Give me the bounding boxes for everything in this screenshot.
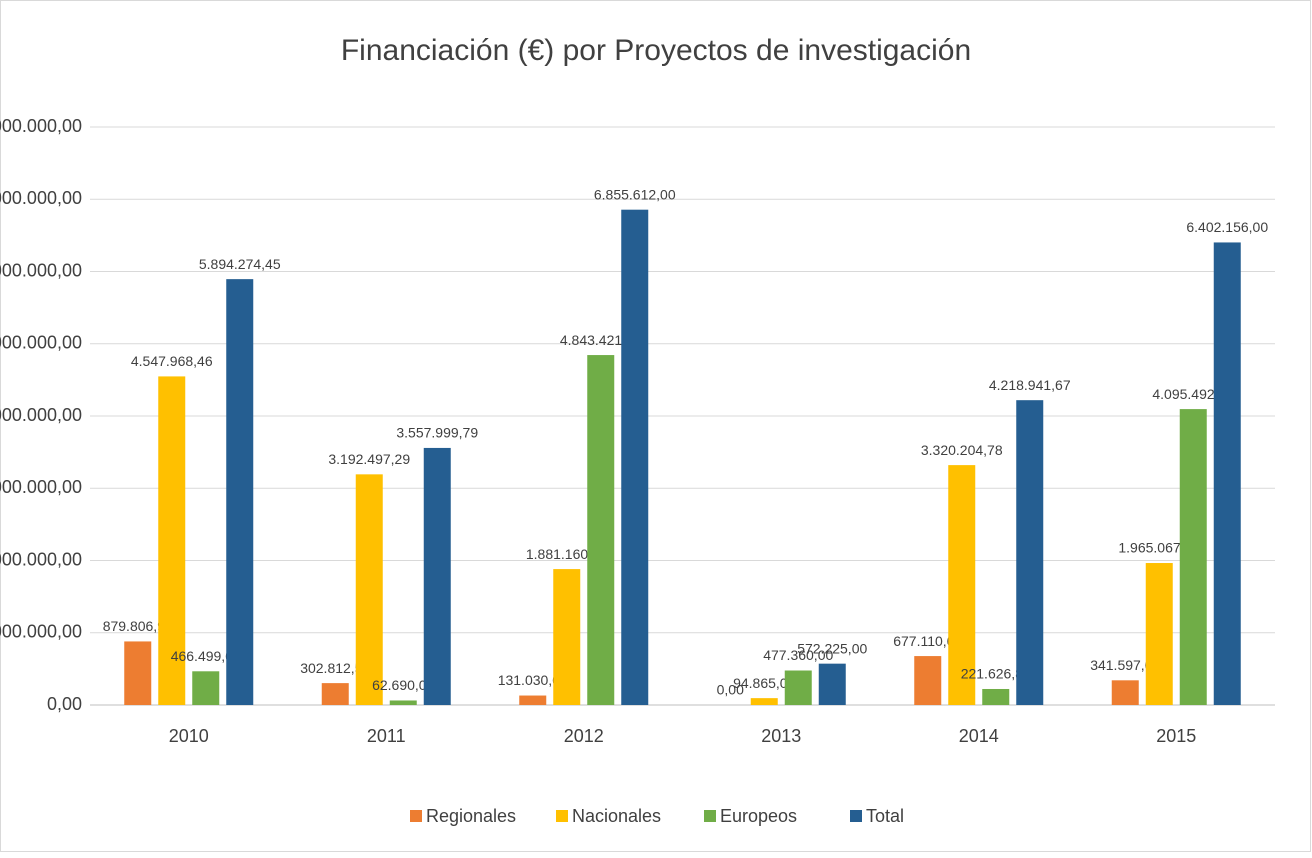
bar (124, 641, 152, 705)
value-label: 466.499,00 (171, 648, 241, 664)
legend-label: Europeos (720, 806, 797, 826)
value-label: 4.547.968,46 (131, 353, 213, 369)
value-label: 5.894.274,45 (199, 256, 281, 272)
value-label: 3.557.999,79 (396, 425, 478, 441)
value-label: 477.360,00 (763, 647, 833, 663)
value-label: 4.218.941,67 (989, 377, 1071, 393)
value-label: 6.855.612,00 (594, 186, 676, 202)
y-tick-label: 4.000.000,00 (0, 405, 82, 425)
bar (784, 670, 812, 705)
bar (519, 695, 547, 705)
bar (587, 355, 615, 705)
x-tick-label: 2012 (564, 726, 604, 746)
bar (818, 663, 846, 705)
legend-label: Regionales (426, 806, 516, 826)
bar (321, 683, 349, 705)
x-tick-label: 2011 (367, 726, 406, 746)
y-tick-label: 8.000.000,00 (0, 116, 82, 136)
value-label: 3.192.497,29 (328, 451, 410, 467)
bar (1145, 563, 1173, 705)
legend-swatch (850, 810, 862, 822)
legend-swatch (556, 810, 568, 822)
y-tick-label: 7.000.000,00 (0, 188, 82, 208)
bar (355, 474, 383, 705)
x-tick-label: 2013 (761, 726, 801, 746)
bar (914, 656, 942, 705)
bar (389, 700, 417, 705)
value-label: 302.812,50 (300, 660, 370, 676)
y-tick-label: 2.000.000,00 (0, 549, 82, 569)
bar (1111, 680, 1139, 705)
bar (423, 447, 451, 705)
value-label: 6.402.156,00 (1186, 219, 1268, 235)
value-label: 572.225,00 (797, 640, 867, 656)
bar (158, 376, 186, 705)
x-tick-label: 2014 (959, 726, 999, 746)
y-tick-label: 1.000.000,00 (0, 622, 82, 642)
value-label: 341.597,00 (1090, 657, 1160, 673)
bar (982, 688, 1010, 705)
value-label: 131.030,02 (498, 672, 568, 688)
bar (553, 569, 581, 705)
bar (1016, 400, 1044, 705)
bar (750, 698, 778, 705)
y-tick-label: 6.000.000,00 (0, 260, 82, 280)
legend-label: Total (866, 806, 904, 826)
bar (192, 671, 220, 705)
x-tick-label: 2015 (1156, 726, 1196, 746)
bar (1213, 242, 1241, 706)
value-label: 62.690,00 (372, 677, 434, 693)
value-label: 677.110,01 (893, 633, 962, 649)
y-tick-label: 5.000.000,00 (0, 333, 82, 353)
bar (226, 279, 254, 705)
bar (1179, 409, 1207, 705)
legend-label: Nacionales (572, 806, 661, 826)
bar (621, 209, 649, 705)
value-label: 3.320.204,78 (921, 442, 1003, 458)
value-label: 879.806,99 (103, 618, 173, 634)
bar (948, 465, 976, 705)
chart-title: Financiación (€) por Proyectos de invest… (341, 34, 971, 67)
legend-swatch (704, 810, 716, 822)
y-tick-label: 3.000.000,00 (0, 477, 82, 497)
value-label: 0,00 (717, 682, 744, 698)
x-tick-label: 2010 (169, 726, 209, 746)
y-tick-label: 0,00 (47, 694, 82, 714)
value-label: 94.865,00 (733, 675, 795, 691)
value-label: 221.626,88 (961, 666, 1031, 682)
legend-swatch (410, 810, 422, 822)
